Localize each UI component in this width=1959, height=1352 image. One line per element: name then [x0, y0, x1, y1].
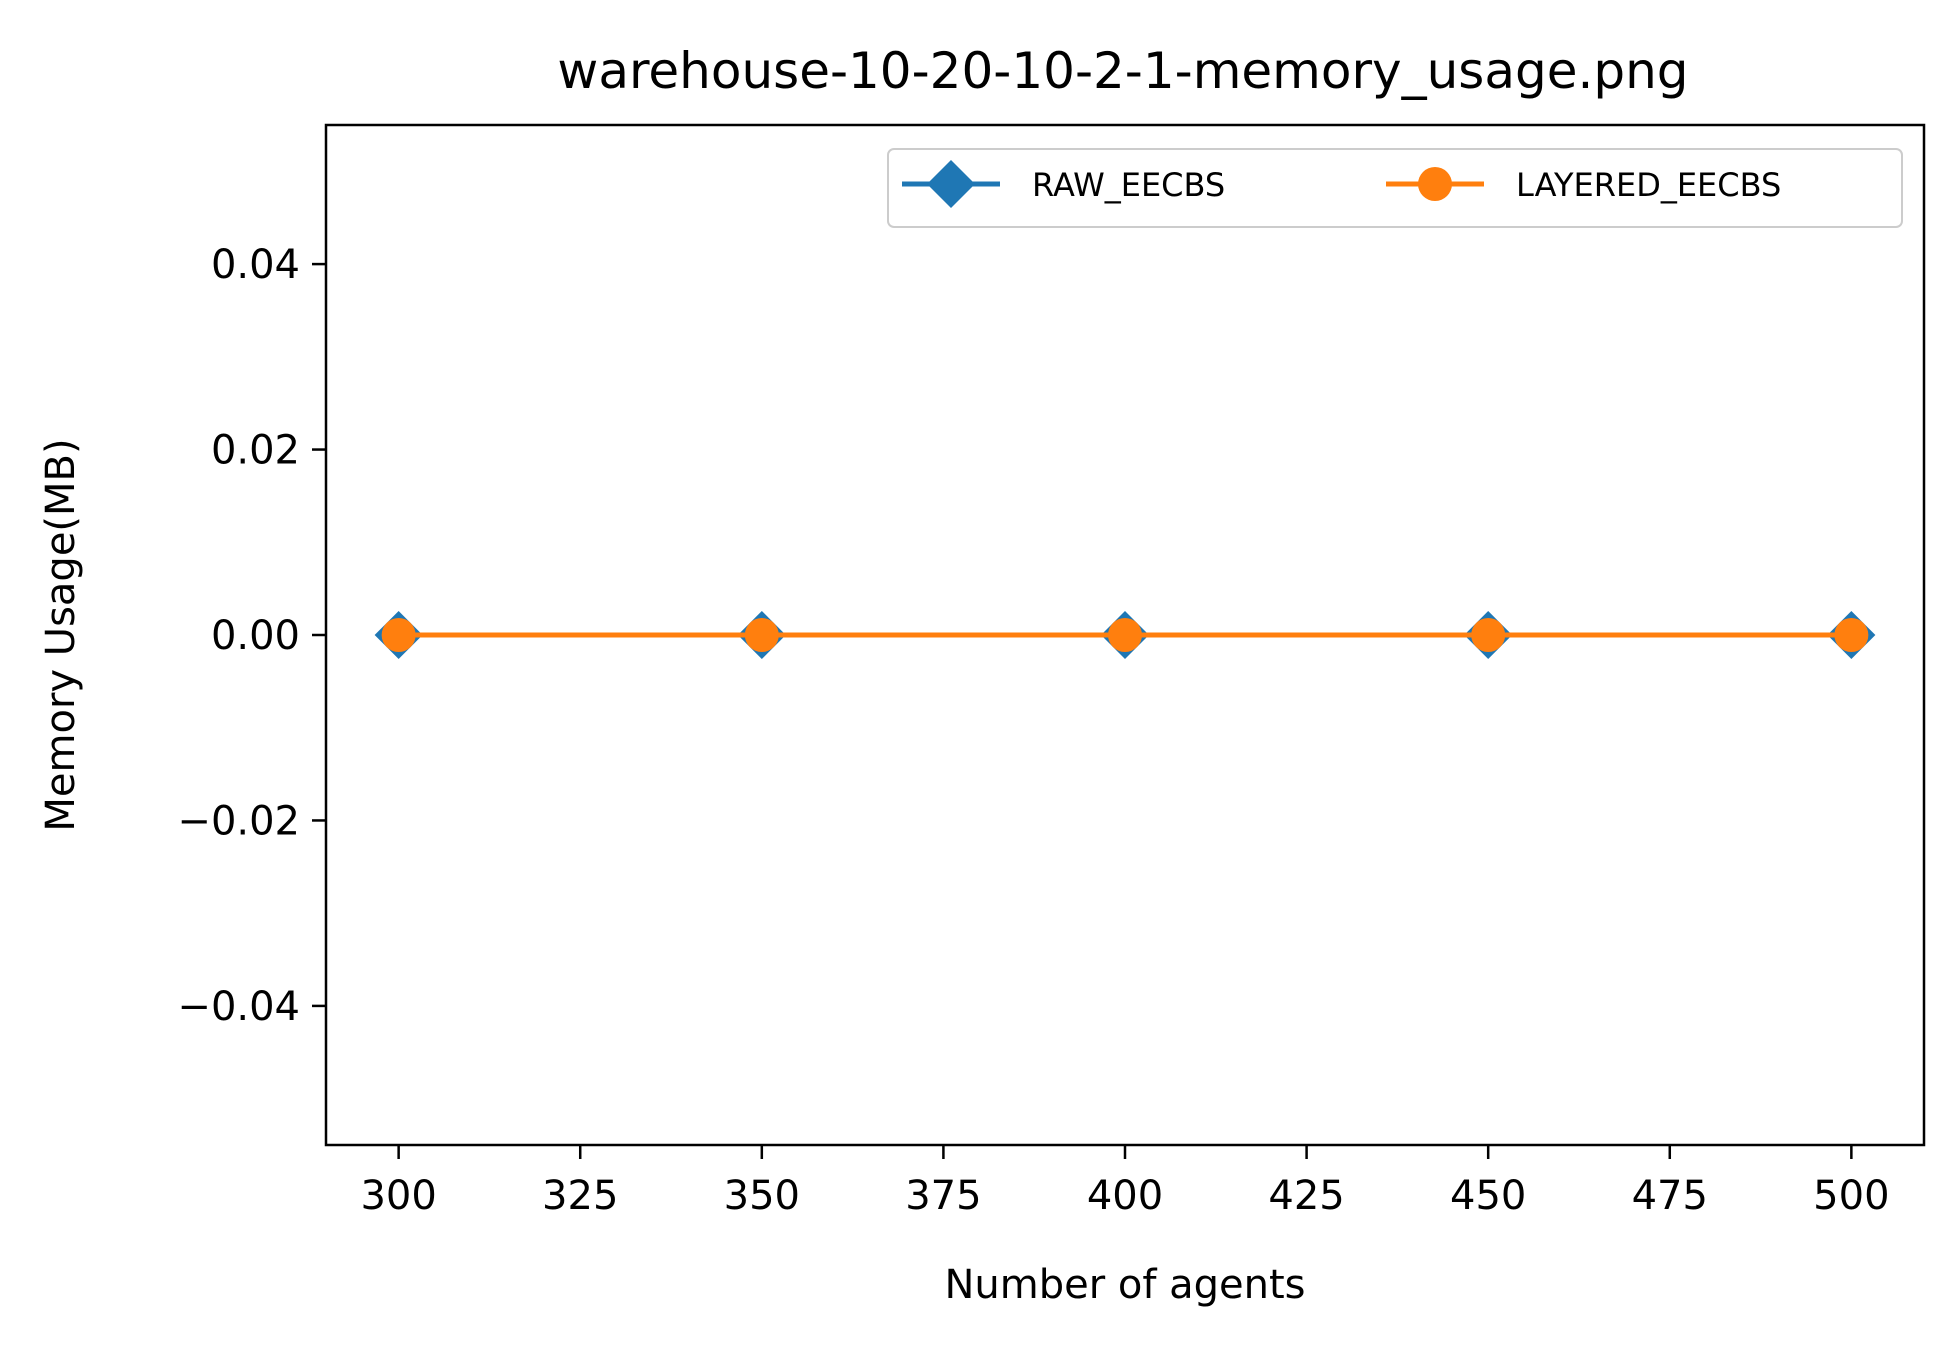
y-tick-label: −0.04: [177, 984, 300, 1030]
y-tick-label: 0.02: [211, 428, 300, 474]
legend-raw-eecbs-label: RAW_EECBS: [1032, 166, 1225, 204]
x-tick-label: 400: [1087, 1173, 1163, 1219]
x-tick-label: 450: [1450, 1173, 1526, 1219]
x-tick-label: 425: [1268, 1173, 1344, 1219]
legend-frame: [887, 148, 1903, 228]
x-tick-label: 375: [905, 1173, 981, 1219]
legend: RAW_EECBS LAYERED_EECBS: [887, 148, 1903, 228]
plot-area: [374, 611, 1876, 659]
layered-eecbs-point: [381, 618, 416, 652]
legend-layered-eecbs-label: LAYERED_EECBS: [1516, 166, 1781, 204]
legend-layered-eecbs-circle-icon: [1418, 167, 1452, 201]
x-tick-label: 500: [1813, 1173, 1889, 1219]
chart-title: warehouse-10-20-10-2-1-memory_usage.png: [557, 42, 1688, 100]
layered-eecbs-point: [1108, 618, 1142, 652]
layered-eecbs-point: [744, 618, 779, 652]
x-tick-label: 350: [724, 1173, 800, 1219]
x-tick-label: 300: [360, 1173, 436, 1219]
legend-raw-eecbs-diamond-icon: [927, 160, 975, 208]
x-axis-label: Number of agents: [944, 1262, 1305, 1308]
y-tick-label: 0.04: [211, 242, 300, 288]
y-axis: −0.04 −0.02 0.00 0.02 0.04: [177, 242, 326, 1030]
layered-eecbs-point: [1834, 618, 1869, 652]
legend-entry-raw-eecbs: RAW_EECBS: [902, 160, 1225, 208]
x-axis: 300 325 350 375 400 425 450 475 500: [360, 1145, 1890, 1219]
x-tick-label: 325: [542, 1173, 618, 1219]
y-tick-label: −0.02: [177, 798, 300, 844]
x-tick-label: 475: [1632, 1173, 1708, 1219]
layered-eecbs-point: [1471, 618, 1506, 652]
y-tick-label: 0.00: [211, 613, 300, 659]
y-axis-label: Memory Usage(MB): [38, 438, 84, 831]
legend-entry-layered-eecbs: LAYERED_EECBS: [1386, 166, 1781, 204]
